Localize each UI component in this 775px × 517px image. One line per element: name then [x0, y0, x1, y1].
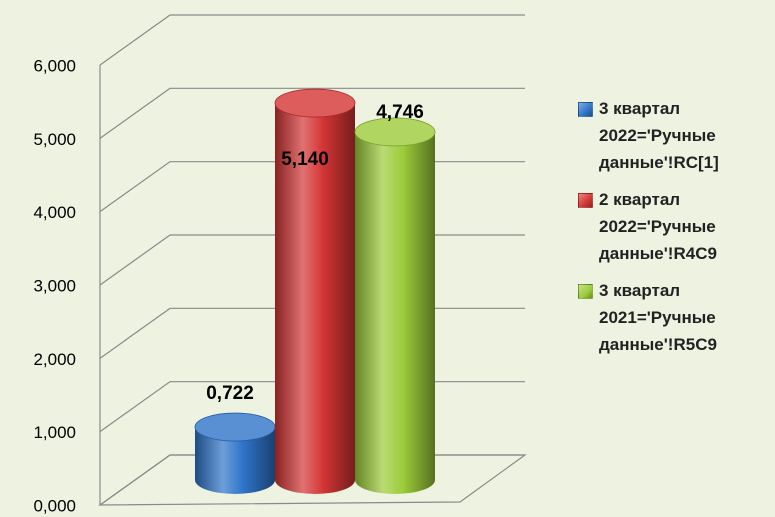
grid-line: [99, 14, 525, 66]
y-tick-label: 1,000: [33, 423, 76, 442]
legend-label: 3 квартал 2022='Ручные данные'!RC[1]: [599, 99, 719, 172]
legend-swatch: [578, 193, 593, 208]
bar: [275, 103, 355, 481]
y-tick-label: 5,000: [33, 130, 76, 149]
bar-top: [354, 117, 436, 147]
legend-swatch: [578, 102, 593, 117]
legend-swatch: [578, 284, 593, 299]
legend-entry: 3 квартал 2022='Ручные данные'!RC[1]: [578, 95, 768, 176]
legend-entry: 3 квартал 2021='Ручные данные'!R5C9: [578, 277, 768, 358]
bar-top: [274, 88, 356, 118]
data-label: 4,746: [376, 102, 424, 123]
legend-entry: 2 квартал 2022='Ручные данные'!R4C9: [578, 186, 768, 267]
y-tick-label: 6,000: [33, 56, 76, 75]
bar-top: [194, 412, 276, 442]
grid-line: [99, 87, 525, 139]
legend-label: 2 квартал 2022='Ручные данные'!R4C9: [599, 190, 717, 263]
legend: 3 квартал 2022='Ручные данные'!RC[1] 2 кв…: [578, 95, 768, 368]
y-tick-label: 0,000: [33, 496, 76, 515]
bar: [355, 131, 435, 480]
legend-label: 3 квартал 2021='Ручные данные'!R5C9: [599, 281, 717, 354]
y-tick-label: 2,000: [33, 350, 76, 369]
y-tick-label: 3,000: [33, 276, 76, 295]
data-label: 0,722: [206, 383, 254, 404]
y-tick-label: 4,000: [33, 203, 76, 222]
data-label: 5,140: [281, 149, 329, 170]
